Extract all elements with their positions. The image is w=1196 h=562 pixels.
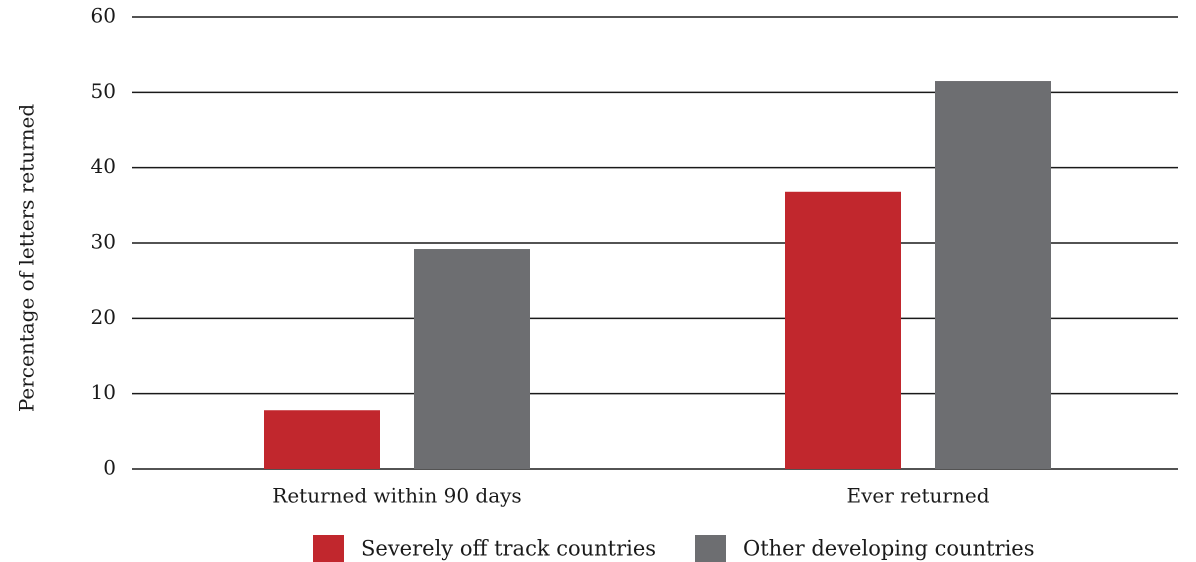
y-tick-label: 0	[103, 456, 116, 480]
legend: Severely off track countries Other develo…	[313, 535, 1035, 562]
category-label: Ever returned	[846, 484, 989, 508]
y-axis-title: Percentage of letters returned	[15, 104, 39, 413]
y-tick-label: 40	[91, 154, 116, 178]
category-labels: Returned within 90 days Ever returned	[272, 484, 989, 508]
legend-swatch	[695, 535, 726, 562]
legend-label: Other developing countries	[743, 537, 1035, 561]
y-tick-label: 50	[91, 79, 116, 103]
bar	[935, 81, 1051, 470]
gridlines	[132, 16, 1178, 470]
bar	[264, 410, 380, 469]
y-tick-label: 30	[91, 230, 116, 254]
y-tick-labels: 0 10 20 30 40 50 60	[91, 4, 116, 480]
y-tick-label: 10	[91, 380, 116, 404]
legend-label: Severely off track countries	[361, 537, 656, 561]
legend-swatch	[313, 535, 344, 562]
bars	[264, 81, 1051, 470]
category-label: Returned within 90 days	[272, 484, 521, 508]
y-tick-label: 20	[91, 305, 116, 329]
y-tick-label: 60	[91, 4, 116, 28]
bar	[414, 249, 530, 469]
bar	[785, 191, 901, 470]
